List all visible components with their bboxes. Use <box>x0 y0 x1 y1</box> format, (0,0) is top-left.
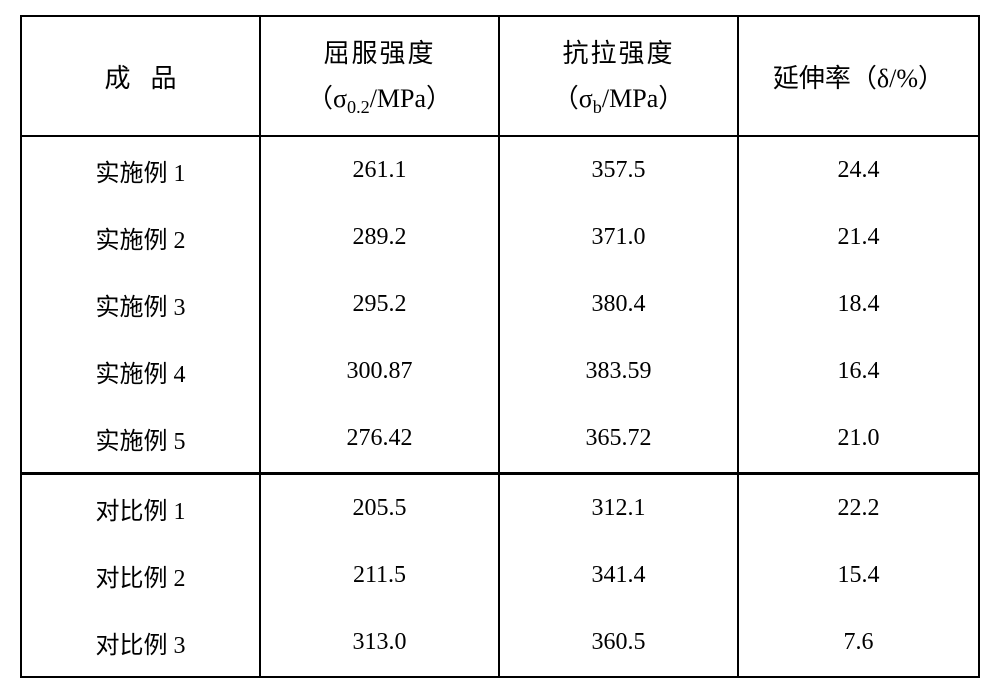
comparison-section: 对比例 1 205.5 312.1 22.2 对比例 2 211.5 341.4… <box>22 475 978 676</box>
row-label: 实施例 3 <box>22 271 261 338</box>
header-product-label: 成品 <box>84 58 196 95</box>
header-col-product: 成品 <box>22 17 261 135</box>
row-label: 对比例 3 <box>22 609 261 676</box>
row-label: 实施例 4 <box>22 338 261 405</box>
row-label: 实施例 5 <box>22 405 261 472</box>
row-label: 对比例 2 <box>22 542 261 609</box>
results-table: 成品 屈服强度 （σ0.2/MPa） 抗拉强度 （σb/MPa） 延伸率（δ/%… <box>20 15 980 678</box>
header-col-yield: 屈服强度 （σ0.2/MPa） <box>261 17 500 135</box>
row-label: 实施例 1 <box>22 137 261 204</box>
row-elongation: 7.6 <box>739 609 978 676</box>
row-tensile: 380.4 <box>500 271 739 338</box>
table-row: 实施例 3 295.2 380.4 18.4 <box>22 271 978 338</box>
header-tensile-unit: （σb/MPa） <box>553 78 684 118</box>
table-header-row: 成品 屈服强度 （σ0.2/MPa） 抗拉强度 （σb/MPa） 延伸率（δ/%… <box>22 17 978 137</box>
header-tensile-label: 抗拉强度 <box>562 33 674 70</box>
examples-section: 实施例 1 261.1 357.5 24.4 实施例 2 289.2 371.0… <box>22 137 978 475</box>
table-row: 对比例 2 211.5 341.4 15.4 <box>22 542 978 609</box>
row-label: 实施例 2 <box>22 204 261 271</box>
row-elongation: 24.4 <box>739 137 978 204</box>
row-elongation: 15.4 <box>739 542 978 609</box>
row-tensile: 357.5 <box>500 137 739 204</box>
row-yield: 261.1 <box>261 137 500 204</box>
row-yield: 289.2 <box>261 204 500 271</box>
row-yield: 276.42 <box>261 405 500 472</box>
header-col-tensile: 抗拉强度 （σb/MPa） <box>500 17 739 135</box>
row-elongation: 16.4 <box>739 338 978 405</box>
header-yield-label: 屈服强度 <box>323 33 435 70</box>
row-yield: 211.5 <box>261 542 500 609</box>
table-row: 对比例 3 313.0 360.5 7.6 <box>22 609 978 676</box>
row-elongation: 18.4 <box>739 271 978 338</box>
row-tensile: 360.5 <box>500 609 739 676</box>
row-elongation: 21.0 <box>739 405 978 472</box>
row-label: 对比例 1 <box>22 475 261 542</box>
row-elongation: 21.4 <box>739 204 978 271</box>
row-yield: 205.5 <box>261 475 500 542</box>
table-row: 对比例 1 205.5 312.1 22.2 <box>22 475 978 542</box>
row-elongation: 22.2 <box>739 475 978 542</box>
row-tensile: 365.72 <box>500 405 739 472</box>
table-row: 实施例 2 289.2 371.0 21.4 <box>22 204 978 271</box>
row-tensile: 341.4 <box>500 542 739 609</box>
table-row: 实施例 1 261.1 357.5 24.4 <box>22 137 978 204</box>
row-yield: 295.2 <box>261 271 500 338</box>
row-tensile: 383.59 <box>500 338 739 405</box>
row-yield: 313.0 <box>261 609 500 676</box>
header-col-elongation: 延伸率（δ/%） <box>739 17 978 135</box>
header-yield-unit: （σ0.2/MPa） <box>307 78 452 118</box>
row-yield: 300.87 <box>261 338 500 405</box>
row-tensile: 312.1 <box>500 475 739 542</box>
table-row: 实施例 5 276.42 365.72 21.0 <box>22 405 978 472</box>
table-row: 实施例 4 300.87 383.59 16.4 <box>22 338 978 405</box>
header-elongation-label: 延伸率（δ/%） <box>773 58 944 95</box>
row-tensile: 371.0 <box>500 204 739 271</box>
